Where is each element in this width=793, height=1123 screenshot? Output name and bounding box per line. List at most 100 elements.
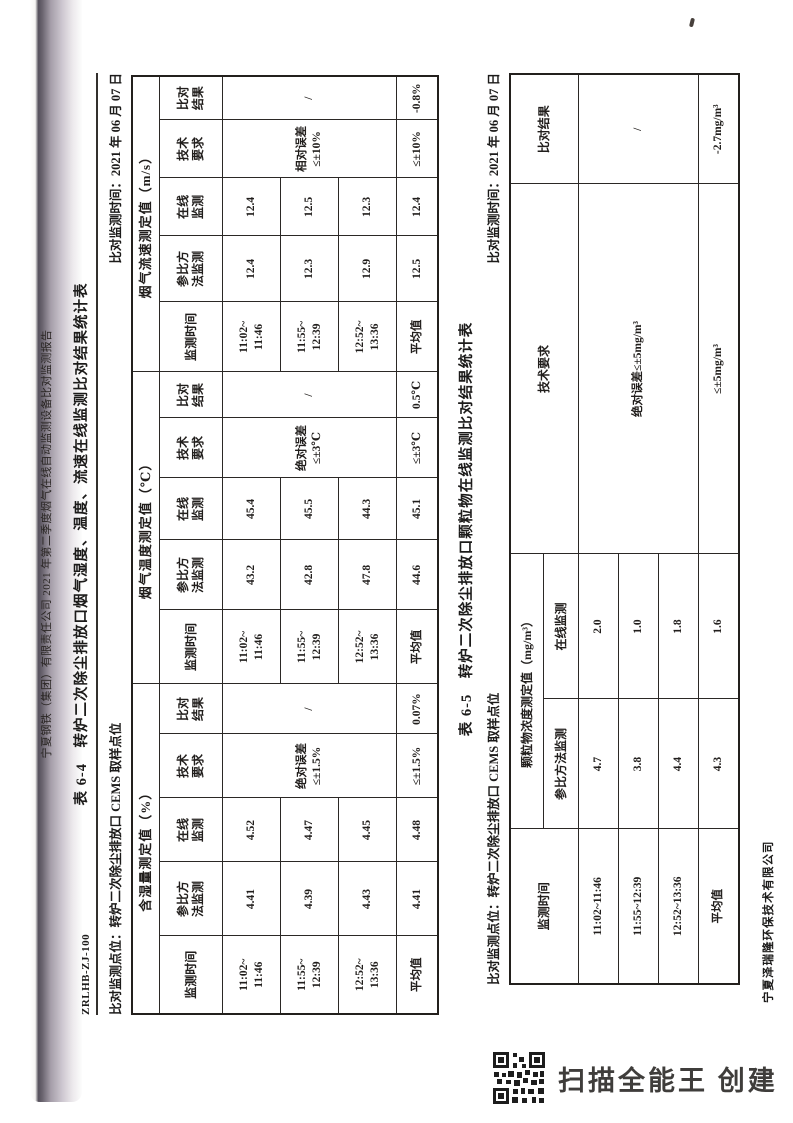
header-online: 在线 监测 [159, 177, 223, 236]
header-reference: 参比方 法监测 [159, 539, 223, 610]
header-tech: 技术要求 [510, 184, 579, 554]
cell-time: 11:02~ 11:46 [222, 609, 281, 684]
footer-company: 宁夏泽瑞隆环保技术有限公司 [763, 840, 775, 1004]
table-6-5: 监测时间 颗粒物浓度测定值（mg/m³） 技术要求 比对结果 参比方法监测 在线… [509, 73, 740, 985]
cell-tech: ≤±10% [396, 119, 438, 178]
cell-online: 12.4 [222, 177, 281, 236]
cell-online: 4.48 [396, 798, 438, 862]
cell-reference: 4.7 [578, 699, 619, 829]
camscanner-watermark: 扫描全能王 创建 [492, 1051, 778, 1105]
monitor-site-label: 比对监测点位：转炉二次除尘排放口 CEMS 取样点位 [487, 692, 501, 985]
cell-average-label: 平均值 [396, 301, 438, 372]
report-header-line: 宁夏钢铁（集团）有限责任公司 2021 年第二季度烟气在线自动监测设备比对监测报… [41, 329, 53, 759]
average-row: 平均值 4.41 4.48 ≤±1.5% 0.07% 平均值 44.6 45.1… [396, 75, 438, 1014]
watermark-text: 扫描全能王 创建 [558, 1065, 778, 1096]
cell-time: 11:55~12:39 [618, 829, 659, 984]
monitor-site-label: 比对监测点位：转炉二次除尘排放口 CEMS 取样点位 [109, 722, 123, 1015]
cell-online: 45.1 [396, 477, 438, 540]
cell-online: 4.47 [280, 798, 339, 862]
cell-online: 45.5 [280, 477, 339, 540]
header-result: 比对结果 [510, 74, 579, 184]
cell-reference: 42.8 [280, 539, 339, 610]
header-tech: 技术 要求 [159, 119, 223, 178]
cell-time: 12:52~ 13:36 [338, 609, 397, 684]
cell-average-label: 平均值 [396, 936, 438, 1014]
cell-result: 0.07% [396, 683, 438, 734]
cell-tech-merged: 绝对误差 ≤±3℃ [222, 417, 397, 478]
cell-time: 11:02~ 11:46 [222, 301, 281, 372]
cell-reference: 44.6 [396, 539, 438, 610]
cell-reference: 12.5 [396, 235, 438, 302]
cell-reference: 4.43 [338, 862, 397, 936]
column-header-row: 监测时间 参比方 法监测 在线 监测 技术 要求 比对 结果 监测时间 参比方 … [159, 75, 223, 1014]
average-row: 平均值 4.3 1.6 ≤±5mg/m³ -2.7mg/m³ [698, 74, 739, 984]
title-bar: ZRLHB-ZJ-100 表 6-4 转炉二次除尘排放口烟气湿度、温度、流速在线… [70, 73, 98, 1015]
header-online: 在线 监测 [159, 477, 223, 540]
scan-spine-shadow [30, 0, 82, 1102]
cell-online: 44.3 [338, 477, 397, 540]
cell-online: 12.5 [280, 177, 339, 236]
header-row: 监测时间 颗粒物浓度测定值（mg/m³） 技术要求 比对结果 [510, 74, 579, 984]
cell-reference: 47.8 [338, 539, 397, 610]
cell-time: 11:02~11:46 [578, 829, 619, 984]
cell-reference: 4.4 [658, 699, 699, 829]
cell-result: 0.5℃ [396, 371, 438, 418]
table-row: 11:02~11:46 4.7 2.0 绝对误差≤±5mg/m³ / [578, 74, 699, 984]
header-result: 比对 结果 [159, 371, 223, 418]
header-online: 在线监测 [543, 554, 579, 699]
header-online: 在线 监测 [159, 798, 223, 862]
cell-time: 11:02~ 11:46 [222, 936, 281, 1014]
cell-reference: 4.41 [222, 862, 281, 936]
group-title-temperature: 烟气温度测定值（℃） [132, 371, 160, 684]
cell-reference: 4.41 [396, 862, 438, 936]
cell-reference: 12.9 [338, 235, 397, 302]
cell-reference: 4.39 [280, 862, 339, 936]
header-result: 比对 结果 [159, 683, 223, 734]
cell-time: 12:52~ 13:36 [338, 301, 397, 372]
cell-average-label: 平均值 [698, 829, 739, 984]
cell-result-merged: / [222, 75, 397, 120]
cell-online: 4.52 [222, 798, 281, 862]
cell-tech-merged: 相对误差 ≤±10% [222, 119, 397, 178]
header-time: 监测时间 [159, 936, 223, 1014]
table-6-5-title: 表 6-5 转炉二次除尘排放口颗粒物在线监测比对结果统计表 [459, 321, 475, 737]
cell-online: 12.4 [396, 177, 438, 236]
cell-result: -2.7mg/m³ [698, 74, 739, 184]
qr-code-icon [492, 1051, 546, 1105]
cell-online: 1.6 [698, 554, 739, 699]
cell-online: 45.4 [222, 477, 281, 540]
cell-online: 1.8 [658, 554, 699, 699]
table-row: 11:55~ 12:39 4.39 4.47 11:55~ 12:39 42.8… [280, 76, 339, 1014]
cell-result-merged: / [222, 683, 397, 734]
group-title-humidity: 含湿量测定值（%） [132, 683, 160, 1014]
table-6-4-meta: 比对监测点位：转炉二次除尘排放口 CEMS 取样点位 比对监测时间：2021 年… [105, 73, 124, 1015]
cell-reference: 12.3 [280, 235, 339, 302]
cell-online: 1.0 [618, 554, 659, 699]
cell-time: 11:55~ 12:39 [280, 936, 339, 1014]
cell-reference: 4.3 [698, 699, 739, 829]
cell-tech: ≤±1.5% [396, 734, 438, 798]
cell-result: -0.8% [396, 75, 438, 120]
cell-online: 4.45 [338, 798, 397, 862]
table-row: 12:52~ 13:36 4.43 4.45 12:52~ 13:36 47.8… [338, 76, 397, 1014]
cell-time: 11:55~ 12:39 [280, 301, 339, 372]
cell-tech: ≤±5mg/m³ [698, 184, 739, 554]
header-tech: 技术 要求 [159, 417, 223, 478]
header-time: 监测时间 [159, 609, 223, 684]
cell-online: 2.0 [578, 554, 619, 699]
cell-tech-merged: 绝对误差 ≤±1.5% [222, 734, 397, 798]
header-reference: 参比方 法监测 [159, 235, 223, 302]
cell-tech: ≤±3℃ [396, 417, 438, 478]
header-tech: 技术 要求 [159, 734, 223, 798]
monitor-time-label: 比对监测时间：2021 年 06 月 07 日 [109, 73, 123, 264]
header-result: 比对 结果 [159, 75, 223, 120]
header-time: 监测时间 [159, 301, 223, 372]
table-6-4: 含湿量测定值（%） 烟气温度测定值（℃） 烟气流速测定值（m/s） 监测时间 参… [131, 74, 439, 1015]
cell-reference: 43.2 [222, 539, 281, 610]
cell-tech-merged: 绝对误差≤±5mg/m³ [578, 184, 699, 554]
cell-reference: 12.4 [222, 235, 281, 302]
header-time: 监测时间 [510, 829, 579, 984]
header-reference: 参比方法监测 [543, 699, 579, 829]
cell-result-merged: / [222, 371, 397, 418]
